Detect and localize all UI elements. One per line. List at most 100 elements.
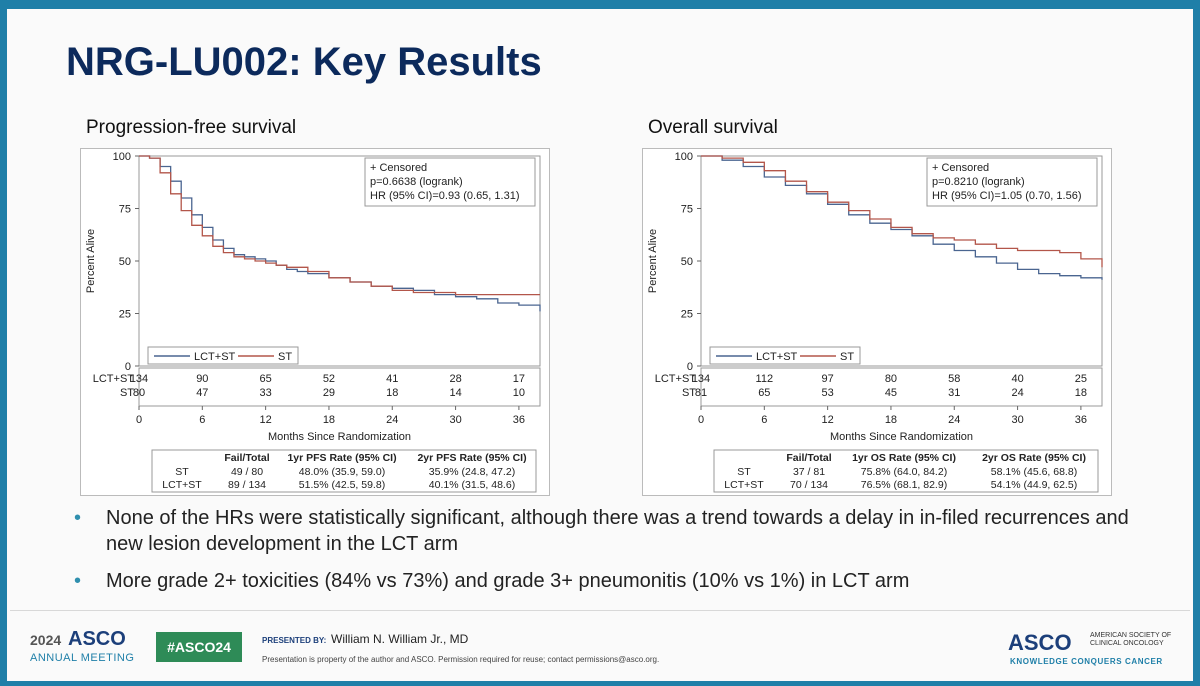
bullet-item: • More grade 2+ toxicities (84% vs 73%) a… [74, 568, 1134, 594]
pfs-annotation-text: + Censored [370, 162, 427, 174]
pfs-x-tick-label: 24 [386, 414, 398, 426]
pfs-summary-table [151, 449, 537, 493]
pfs-y-tick-label: 25 [119, 309, 131, 321]
pfs-risk-value: 17 [513, 373, 525, 385]
pfs-annotation-box [364, 157, 536, 207]
frame-top-bar [0, 0, 1200, 9]
os-x-tick-label: 18 [885, 414, 897, 426]
meeting-subtitle: ANNUAL MEETING [30, 652, 135, 664]
os-x-tick-label: 12 [822, 414, 834, 426]
pfs-risk-row-label: LCT+ST [93, 373, 135, 385]
os-summary-cell: ST [737, 466, 751, 478]
asco-brand: ASCO [1008, 630, 1072, 655]
os-risk-value: 40 [1011, 373, 1023, 385]
os-summary-table [713, 449, 1099, 493]
asco-society: AMERICAN SOCIETY OF CLINICAL ONCOLOGY [1090, 632, 1172, 647]
os-y-tick-label: 50 [681, 256, 693, 268]
annual-meeting-logo: 2024 ASCO ANNUAL MEETING [30, 628, 140, 668]
pfs-summary-header: 1yr PFS Rate (95% CI) [287, 452, 396, 464]
pfs-risk-value: 80 [133, 387, 145, 399]
pfs-summary-cell: 89 / 134 [228, 479, 266, 491]
bullet-dot-icon: • [74, 507, 82, 529]
pfs-legend-box [147, 346, 299, 365]
os-summary-header: Fail/Total [786, 452, 831, 464]
pfs-summary-cell: 48.0% (35.9, 59.0) [299, 466, 385, 478]
frame-bottom-bar [0, 681, 1200, 686]
pfs-risk-row-label: ST [120, 387, 134, 399]
os-legend-label: ST [840, 351, 854, 363]
pfs-summary-cell: 51.5% (42.5, 59.8) [299, 479, 385, 491]
pfs-annotation-text: p=0.6638 (logrank) [370, 176, 463, 188]
os-y-axis-label: Percent Alive [647, 229, 659, 293]
os-risk-value: 112 [756, 373, 774, 385]
meeting-year: 2024 [30, 632, 62, 648]
os-series-line-st [701, 155, 1103, 268]
pfs-risk-value: 33 [260, 387, 272, 399]
disclaimer-text: Presentation is property of the author a… [262, 655, 660, 664]
pfs-x-tick-label: 6 [199, 414, 205, 426]
os-summary-header: 2yr OS Rate (95% CI) [982, 452, 1086, 464]
frame-left-bar [0, 0, 7, 686]
os-annotation-text: + Censored [932, 162, 989, 174]
os-summary-cell: 37 / 81 [793, 466, 825, 478]
os-risk-value: 53 [822, 387, 834, 399]
pfs-risk-value: 14 [449, 387, 461, 399]
pfs-series-line-st [139, 155, 540, 296]
os-risk-value: 81 [695, 387, 707, 399]
os-x-axis-label: Months Since Randomization [830, 431, 973, 443]
pfs-x-axis-label: Months Since Randomization [268, 431, 411, 443]
pfs-risk-table [138, 367, 541, 407]
pfs-risk-value: 47 [196, 387, 208, 399]
presenter-name: William N. William Jr., MD [331, 632, 469, 646]
pfs-risk-value: 52 [323, 373, 335, 385]
os-legend-box [709, 346, 861, 365]
pfs-risk-value: 29 [323, 387, 335, 399]
os-x-tick-label: 36 [1075, 414, 1087, 426]
asco-logo: ASCO AMERICAN SOCIETY OF CLINICAL ONCOLO… [1008, 630, 1188, 670]
pfs-summary-cell: 40.1% (31.5, 48.6) [429, 479, 515, 491]
pfs-y-axis-label: Percent Alive [85, 229, 97, 293]
pfs-annotation-text: HR (95% CI)=0.93 (0.65, 1.31) [370, 190, 520, 202]
os-risk-value: 97 [822, 373, 834, 385]
os-summary-cell: 58.1% (45.6, 68.8) [991, 466, 1077, 478]
pfs-risk-value: 90 [196, 373, 208, 385]
os-risk-value: 134 [692, 373, 710, 385]
bullet-dot-icon: • [74, 570, 82, 592]
bullet-text: More grade 2+ toxicities (84% vs 73%) an… [106, 570, 910, 592]
os-annotation-box [926, 157, 1098, 207]
pfs-y-tick-label: 50 [119, 256, 131, 268]
frame-right-bar [1193, 0, 1200, 686]
os-summary-cell: 75.8% (64.0, 84.2) [861, 466, 947, 478]
os-annotation-text: HR (95% CI)=1.05 (0.70, 1.56) [932, 190, 1082, 202]
pfs-summary-cell: 35.9% (24.8, 47.2) [429, 466, 515, 478]
asco-tagline: KNOWLEDGE CONQUERS CANCER [1010, 657, 1163, 666]
hashtag-badge: #ASCO24 [156, 632, 242, 662]
footer-divider [10, 610, 1190, 611]
pfs-x-tick-label: 12 [260, 414, 272, 426]
bullet-list: • None of the HRs were statistically sign… [74, 505, 1134, 605]
pfs-x-tick-label: 0 [136, 414, 142, 426]
pfs-y-tick-label: 75 [119, 204, 131, 216]
os-summary-cell: 70 / 134 [790, 479, 828, 491]
pfs-summary-cell: ST [175, 466, 189, 478]
os-summary-cell: LCT+ST [724, 479, 764, 491]
os-summary-cell: 54.1% (44.9, 62.5) [991, 479, 1077, 491]
bullet-item: • None of the HRs were statistically sign… [74, 505, 1134, 557]
os-risk-row-label: ST [682, 387, 696, 399]
os-risk-value: 65 [758, 387, 770, 399]
pfs-risk-value: 10 [513, 387, 525, 399]
pfs-risk-value: 41 [386, 373, 398, 385]
os-summary-cell: 76.5% (68.1, 82.9) [861, 479, 947, 491]
pfs-summary-header: Fail/Total [224, 452, 269, 464]
os-risk-value: 80 [885, 373, 897, 385]
os-risk-row-label: LCT+ST [655, 373, 697, 385]
os-x-tick-label: 0 [698, 414, 704, 426]
bullet-text: None of the HRs were statistically signi… [106, 507, 1129, 555]
pfs-summary-header: 2yr PFS Rate (95% CI) [417, 452, 526, 464]
os-y-tick-label: 25 [681, 309, 693, 321]
os-risk-value: 31 [948, 387, 960, 399]
pfs-legend-label: ST [278, 351, 292, 363]
pfs-y-tick-label: 100 [113, 151, 131, 163]
pfs-summary-cell: 49 / 80 [231, 466, 263, 478]
pfs-x-tick-label: 36 [513, 414, 525, 426]
